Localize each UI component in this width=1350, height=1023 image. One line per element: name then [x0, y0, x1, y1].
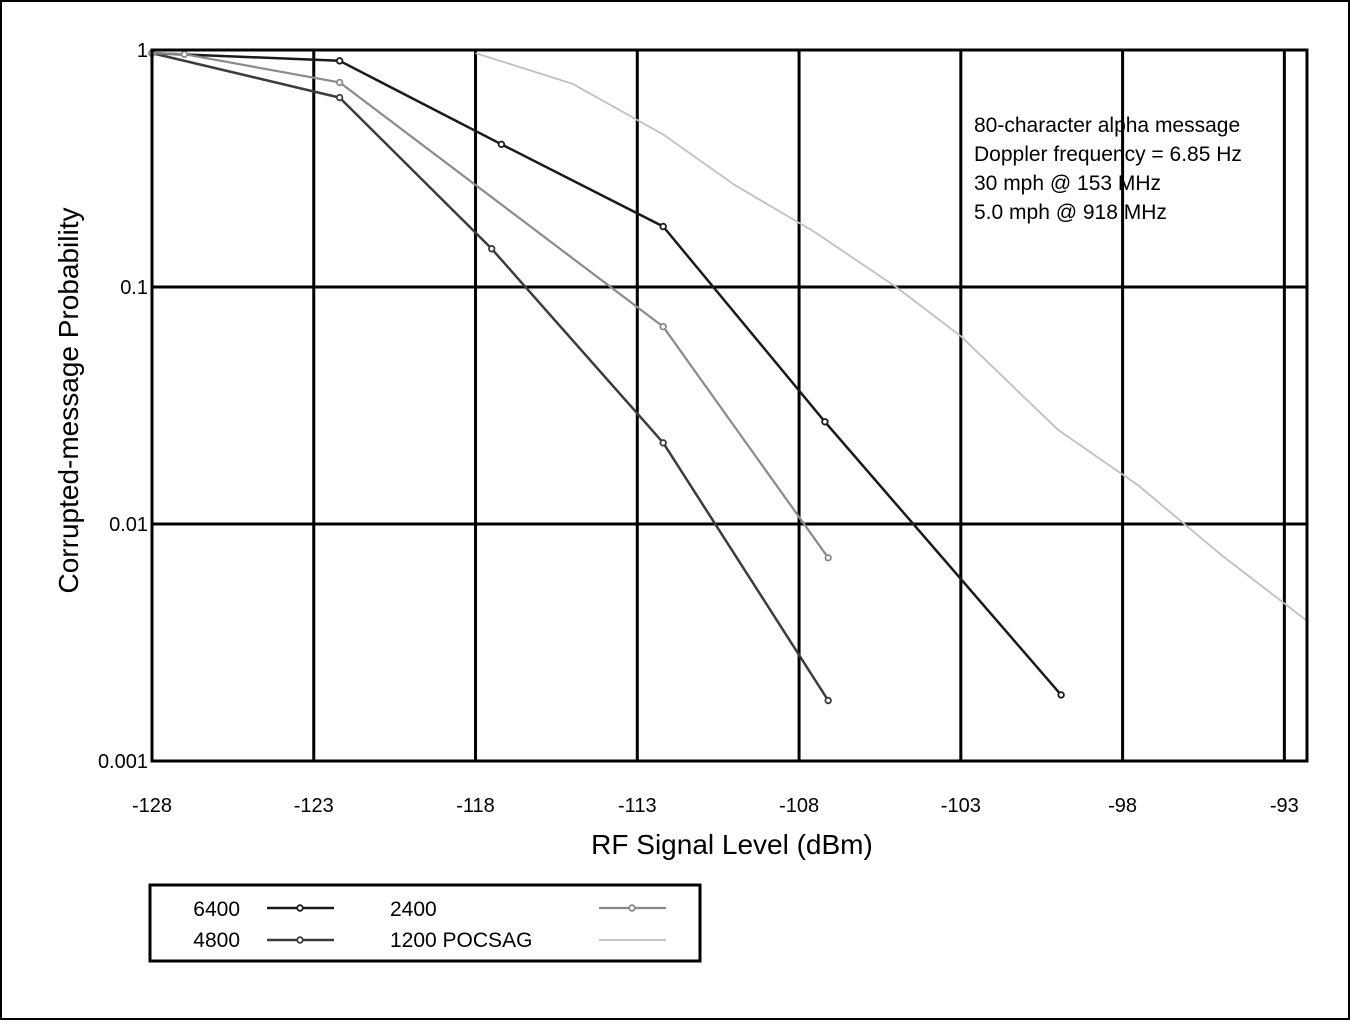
legend-label: 2400	[390, 898, 437, 921]
legend-label: 6400	[193, 898, 240, 921]
x-tick-label: -103	[941, 795, 981, 817]
legend-marker	[296, 904, 304, 912]
legend-marker	[628, 904, 636, 912]
tick-labels: -128 -123 -118 -113 -108 -103 -98 -93 1 0.1 0.01 0.…	[98, 40, 1299, 817]
data-point	[335, 78, 344, 87]
x-tick-label: -98	[1108, 795, 1137, 817]
annotation-line: 80-character alpha message	[974, 114, 1240, 137]
data-point	[497, 140, 506, 149]
series-line	[151, 52, 830, 559]
y-tick-label: 0.01	[109, 514, 148, 536]
x-tick-label: -123	[294, 795, 334, 817]
x-tick-label: -113	[618, 795, 657, 817]
legend-item: 2400	[390, 898, 666, 921]
series-line	[151, 51, 1063, 696]
data-point	[824, 696, 832, 705]
data-point	[180, 50, 189, 58]
annotation-line: Doppler frequency = 6.85 Hz	[974, 143, 1242, 166]
grid	[152, 50, 1307, 761]
x-axis-label: RF Signal Level (dBm)	[591, 829, 873, 860]
legend-label: 1200 POCSAG	[390, 929, 532, 952]
data-point	[1057, 691, 1065, 699]
y-tick-label: 0.1	[120, 277, 148, 299]
chart-annotation: 80-character alpha message Doppler frequ…	[974, 114, 1242, 224]
x-tick-label: -93	[1270, 795, 1299, 817]
legend-item: 4800	[193, 929, 334, 952]
series-line	[151, 51, 830, 702]
data-point	[659, 222, 667, 231]
series-layer	[148, 49, 1308, 705]
y-axis-label: Corrupted-message Probability	[53, 208, 84, 594]
legend-box	[148, 883, 702, 963]
legend-item: 1200 POCSAG	[390, 929, 666, 952]
data-point	[488, 245, 496, 253]
x-tick-label: -118	[456, 795, 495, 817]
data-point	[659, 322, 667, 331]
legend: 6400 4800 2400 1200 POCSAG	[148, 883, 702, 963]
legend-item: 6400	[193, 898, 334, 921]
annotation-line: 30 mph @ 153 MHz	[974, 172, 1161, 195]
data-point	[821, 418, 829, 426]
legend-marker	[296, 936, 304, 944]
annotation-line: 5.0 mph @ 918 MHz	[974, 201, 1167, 224]
series-line	[475, 52, 1308, 622]
y-tick-label: 0.001	[98, 751, 148, 773]
y-tick-label: 1	[137, 40, 148, 62]
data-point	[824, 554, 832, 562]
data-point	[335, 93, 344, 102]
x-tick-label: -128	[132, 795, 172, 817]
data-point	[335, 57, 344, 65]
x-tick-label: -108	[779, 795, 819, 817]
legend-label: 4800	[193, 929, 240, 952]
plot-border	[150, 48, 1309, 763]
data-point	[659, 439, 667, 447]
